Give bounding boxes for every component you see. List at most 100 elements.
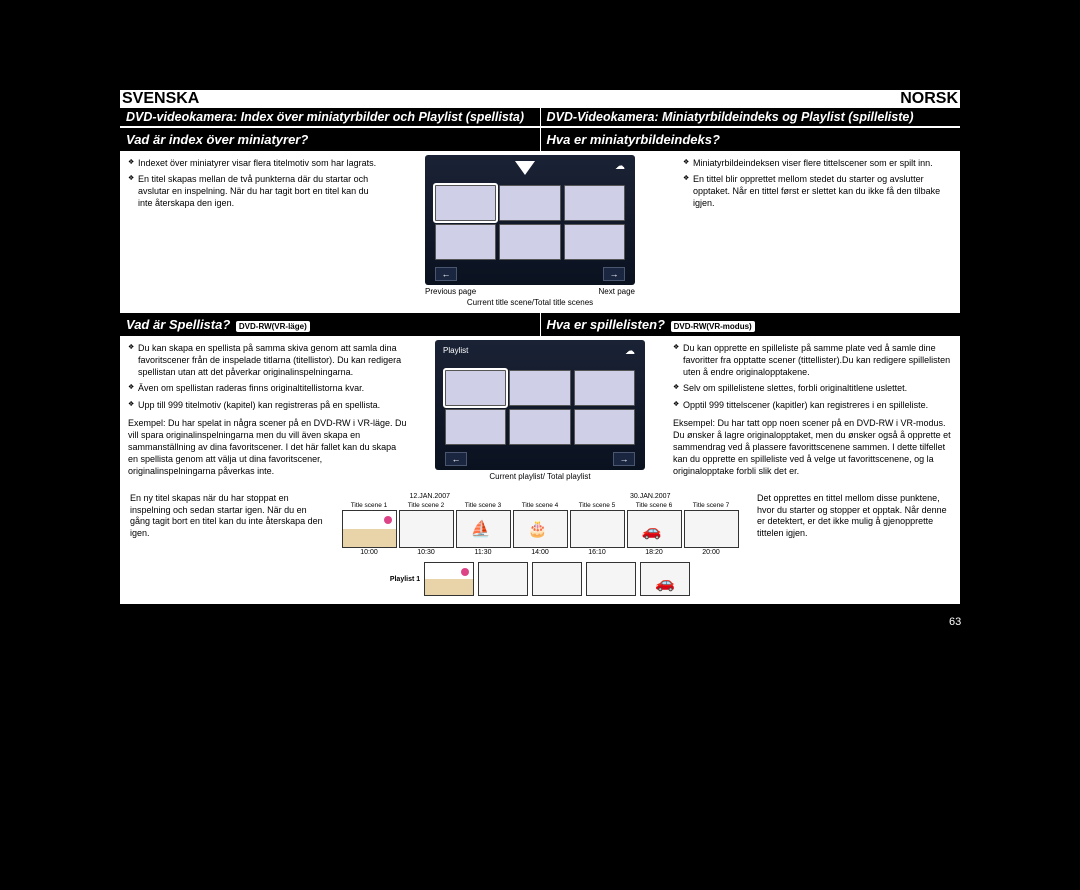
page-nav-captions: Previous page Next page bbox=[425, 287, 635, 296]
scene-6-art bbox=[627, 510, 682, 548]
sec1-l-b2: En titel skapas mellan de två punkterna … bbox=[128, 173, 377, 209]
scene-4-title: Title scene 4 bbox=[513, 502, 568, 509]
main-title-bar: DVD-videokamera: Index över miniatyrbild… bbox=[120, 108, 960, 126]
pl-art-4 bbox=[586, 562, 636, 596]
scene-3-art bbox=[456, 510, 511, 548]
sec2-r-example: Eksempel: Du har tatt opp noen scener på… bbox=[673, 417, 952, 478]
sec1-head-left: Vad är index över miniatyrer? bbox=[120, 128, 541, 151]
sec2-head-right: Hva er spillelisten? DVD-RW(VR-modus) bbox=[541, 313, 961, 336]
date-row: 12.JAN.2007 30.JAN.2007 bbox=[329, 493, 751, 500]
playlist-screen: Playlist ☁ [1/7] ← → bbox=[435, 340, 645, 470]
scene-1-title: Title scene 1 bbox=[342, 502, 397, 509]
section2-header: Vad är Spellista? DVD-RW(VR-läge) Hva er… bbox=[120, 313, 960, 336]
next-page-label: Next page bbox=[599, 287, 635, 296]
manual-page: SVENSKA NORSK DVD-videokamera: Index öve… bbox=[120, 90, 960, 604]
scene-2-time: 10:30 bbox=[399, 549, 454, 556]
sec2-head-left-text: Vad är Spellista? bbox=[126, 317, 230, 332]
tl-left-text: En ny titel skapas när du har stoppat en… bbox=[124, 493, 329, 540]
scene-2-art bbox=[399, 510, 454, 548]
scene-3-title: Title scene 3 bbox=[456, 502, 511, 509]
pl-prev-arrow-icon: ← bbox=[445, 452, 467, 466]
playlist-caption: Current playlist/ Total playlist bbox=[489, 472, 590, 481]
prev-arrow-icon: ← bbox=[435, 267, 457, 281]
pl-thumb-6 bbox=[574, 409, 635, 445]
thumb-2 bbox=[499, 185, 560, 221]
prev-page-label: Previous page bbox=[425, 287, 476, 296]
sec1-left-text: Indexet över miniatyrer visar flera tite… bbox=[120, 151, 385, 311]
pl-thumb-4 bbox=[445, 409, 506, 445]
playlist-grid bbox=[445, 370, 635, 445]
sec2-l-b2: Även om spellistan raderas finns origina… bbox=[128, 382, 407, 394]
sec1-right-text: Miniatyrbildeindeksen viser flere tittel… bbox=[675, 151, 960, 311]
scene-7: Title scene 7 20:00 bbox=[684, 502, 739, 556]
pl-art-5 bbox=[640, 562, 690, 596]
sec2-r-b2: Selv om spillelistene slettes, forbli or… bbox=[673, 382, 952, 394]
playlist-derivation: Playlist 1 bbox=[329, 562, 751, 596]
nav-arrows: ← → bbox=[435, 267, 625, 281]
cloud-icon: ☁ bbox=[615, 161, 625, 172]
thumbnail-figure: Thumbnail view ☁ [1/9] ← → bbox=[385, 151, 675, 311]
scene-7-title: Title scene 7 bbox=[684, 502, 739, 509]
title-right: DVD-Videokamera: Miniatyrbildeindeks og … bbox=[541, 108, 961, 126]
sec2-l-example: Exempel: Du har spelat in några scener p… bbox=[128, 417, 407, 478]
scene-1-art bbox=[342, 510, 397, 548]
sec2-r-b1: Du kan opprette en spilleliste på samme … bbox=[673, 342, 952, 378]
pl-thumb-5 bbox=[509, 409, 570, 445]
scene-2: Title scene 2 10:30 bbox=[399, 502, 454, 556]
mode-badge-left: DVD-RW(VR-läge) bbox=[236, 321, 310, 332]
sec2-left-text: Du kan skapa en spellista på samma skiva… bbox=[120, 336, 415, 485]
section2-body: Du kan skapa en spellista på samma skiva… bbox=[120, 336, 960, 485]
scene-7-art bbox=[684, 510, 739, 548]
pl-thumb-1 bbox=[445, 370, 506, 406]
sec2-r-b3: Opptil 999 tittelscener (kapitler) kan r… bbox=[673, 399, 952, 411]
scene-6: Title scene 6 18:20 bbox=[627, 502, 682, 556]
pl-art-2 bbox=[478, 562, 528, 596]
thumb-1 bbox=[435, 185, 496, 221]
scene-1: Title scene 1 10:00 bbox=[342, 502, 397, 556]
scene-4: Title scene 4 14:00 bbox=[513, 502, 568, 556]
scene-1-time: 10:00 bbox=[342, 549, 397, 556]
pl-nav-arrows: ← → bbox=[445, 452, 635, 466]
pl-art-1 bbox=[424, 562, 474, 596]
mode-badge-right: DVD-RW(VR-modus) bbox=[671, 321, 755, 332]
scene-counter-caption: Current title scene/Total title scenes bbox=[467, 298, 593, 307]
language-header: SVENSKA NORSK bbox=[120, 90, 960, 108]
section1-header: Vad är index över miniatyrer? Hva er min… bbox=[120, 128, 960, 151]
lang-right: NORSK bbox=[900, 90, 958, 108]
cursor-icon bbox=[515, 161, 535, 175]
pl-thumb-2 bbox=[509, 370, 570, 406]
thumbnail-screen: ☁ [1/9] ← → bbox=[425, 155, 635, 285]
pl-next-arrow-icon: → bbox=[613, 452, 635, 466]
playlist-screen-label: Playlist bbox=[443, 346, 468, 355]
sec1-r-b2: En tittel blir opprettet mellom stedet d… bbox=[683, 173, 952, 209]
sec1-head-right: Hva er miniatyrbildeindeks? bbox=[541, 128, 961, 151]
scene-3: Title scene 3 11:30 bbox=[456, 502, 511, 556]
lang-left: SVENSKA bbox=[122, 90, 199, 108]
date-1: 12.JAN.2007 bbox=[410, 493, 450, 500]
scene-5: Title scene 5 16:10 bbox=[570, 502, 625, 556]
playlist-label: Playlist 1 bbox=[390, 576, 420, 583]
scene-7-time: 20:00 bbox=[684, 549, 739, 556]
section1-body: Indexet över miniatyrer visar flera tite… bbox=[120, 151, 960, 311]
page-number: 63 bbox=[949, 616, 961, 628]
scene-5-art bbox=[570, 510, 625, 548]
title-left: DVD-videokamera: Index över miniatyrbild… bbox=[120, 108, 541, 126]
scene-6-time: 18:20 bbox=[627, 549, 682, 556]
cloud-icon-2: ☁ bbox=[625, 346, 635, 357]
sec2-l-b3: Upp till 999 titelmotiv (kapitel) kan re… bbox=[128, 399, 407, 411]
scene-2-title: Title scene 2 bbox=[399, 502, 454, 509]
tl-right-text: Det opprettes en tittel mellom disse pun… bbox=[751, 493, 956, 540]
playlist-figure: Playlist ☁ [1/7] ← → Current playlist/ T… bbox=[415, 336, 665, 485]
page-number-triangle: 63 bbox=[939, 606, 975, 634]
date-2: 30.JAN.2007 bbox=[630, 493, 670, 500]
sec1-r-b1: Miniatyrbildeindeksen viser flere tittel… bbox=[683, 157, 952, 169]
sec2-right-text: Du kan opprette en spilleliste på samme … bbox=[665, 336, 960, 485]
scene-row: Title scene 1 10:00 Title scene 2 10:30 … bbox=[329, 502, 751, 556]
thumb-3 bbox=[564, 185, 625, 221]
thumb-grid bbox=[435, 185, 625, 260]
scene-5-time: 16:10 bbox=[570, 549, 625, 556]
next-arrow-icon: → bbox=[603, 267, 625, 281]
scene-4-time: 14:00 bbox=[513, 549, 568, 556]
timeline-section: En ny titel skapas när du har stoppat en… bbox=[120, 485, 960, 604]
scene-4-art bbox=[513, 510, 568, 548]
